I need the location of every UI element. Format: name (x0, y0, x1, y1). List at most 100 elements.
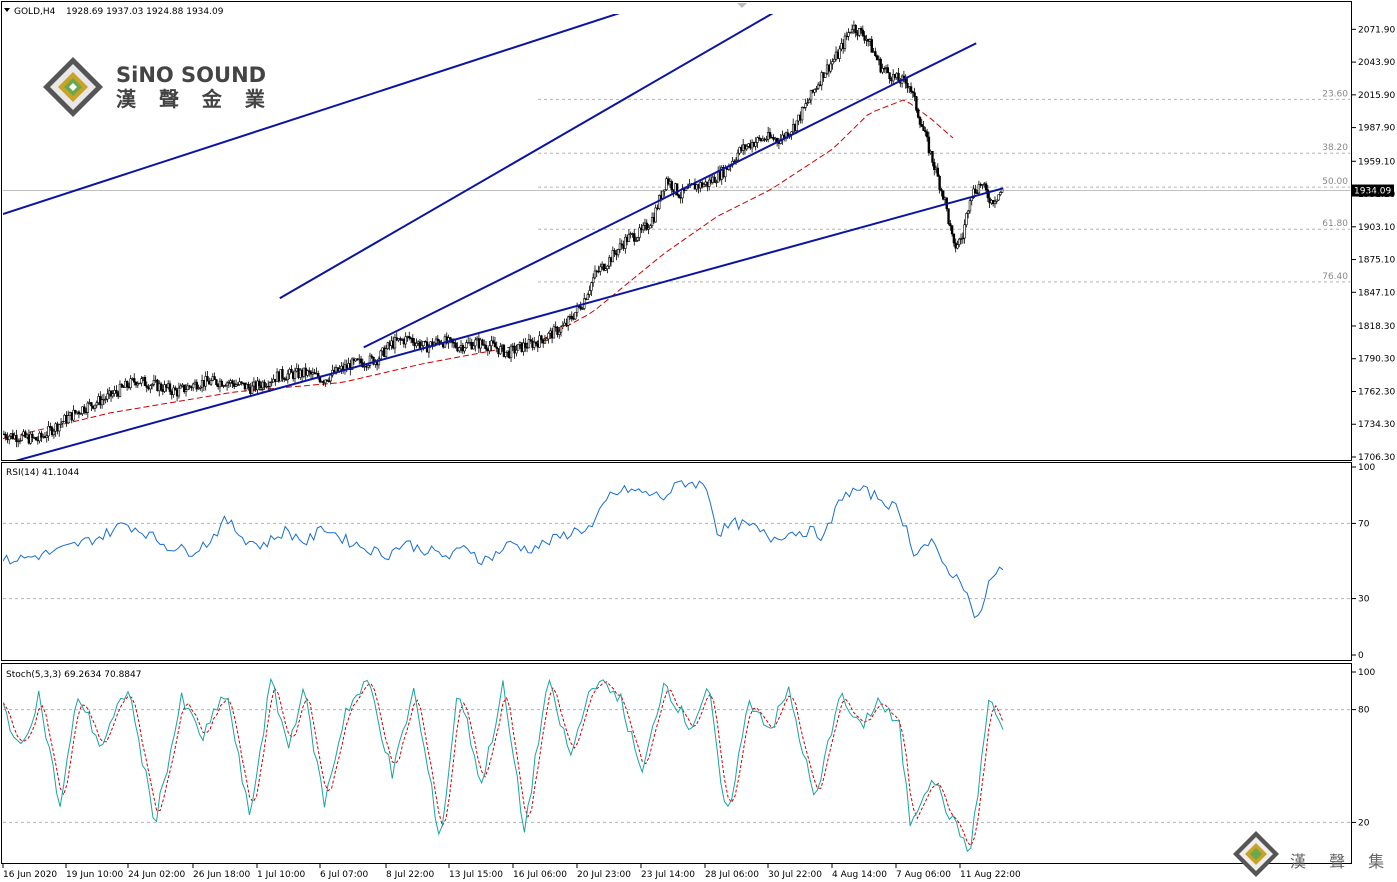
candle-body (133, 378, 136, 383)
candle-body (384, 348, 388, 357)
candle (159, 381, 163, 392)
candle (163, 380, 166, 394)
candle (24, 429, 27, 439)
candle (641, 222, 645, 234)
candle (558, 327, 561, 339)
candle-body (627, 234, 631, 242)
candle (281, 366, 284, 382)
candle (47, 420, 50, 441)
candle (677, 193, 681, 199)
candle-body (940, 189, 943, 192)
watermark-logo: 漢 聲 集 團 (1233, 831, 1397, 877)
candle (888, 72, 891, 84)
candle-body (350, 358, 354, 370)
candle (140, 376, 143, 387)
candle-body (641, 225, 645, 231)
candle (15, 429, 18, 448)
inner-resistance-line (279, 14, 774, 300)
candle (100, 394, 104, 409)
candle (529, 335, 532, 343)
candle (633, 228, 636, 246)
candle (197, 384, 200, 390)
candle-body (34, 437, 38, 441)
time-tick-label: 13 Jul 15:00 (449, 870, 503, 880)
candle-body (558, 331, 561, 335)
candle (574, 312, 577, 320)
candle-body (250, 385, 254, 394)
candle-body (454, 342, 457, 348)
symbol-dropdown-icon[interactable] (4, 8, 10, 12)
candle (52, 428, 56, 439)
candle-body (504, 351, 507, 357)
candle-body (143, 377, 147, 387)
candle (225, 380, 229, 391)
candle-body (850, 29, 854, 33)
candle (579, 301, 582, 311)
candle (509, 343, 513, 362)
candle-body (104, 398, 107, 401)
candle (34, 436, 38, 441)
candle-body (93, 404, 97, 409)
candle (238, 377, 241, 386)
candle (324, 379, 327, 387)
candle (499, 342, 502, 355)
candle (734, 157, 738, 165)
candle-body (795, 120, 798, 131)
price-tick-label: 1875.10 (1358, 256, 1395, 266)
candle (404, 332, 407, 349)
candle-body (995, 199, 998, 202)
candle-body (886, 67, 890, 73)
candle (999, 191, 1002, 197)
candle-body (502, 344, 506, 357)
candle (174, 385, 177, 391)
candle (634, 236, 638, 243)
candle-body (533, 341, 536, 348)
candle (59, 417, 63, 429)
candle (379, 349, 382, 360)
candle (484, 340, 488, 352)
candle-body (909, 86, 913, 92)
candle (436, 335, 440, 344)
candle (736, 149, 740, 162)
candle-body (183, 384, 186, 393)
candle-body (534, 341, 538, 345)
candle-body (472, 345, 475, 350)
candle-body (306, 370, 309, 376)
candle (150, 383, 154, 390)
candle (606, 264, 609, 274)
candle-body (513, 345, 516, 354)
candle-body (870, 39, 873, 53)
candle-body (152, 379, 156, 385)
main-panel-frame (1, 1, 1352, 461)
candle-body (368, 355, 372, 366)
stoch-levels (3, 709, 1350, 823)
candle (220, 379, 223, 387)
candle-body (859, 27, 863, 31)
candle (838, 45, 841, 63)
candle-body (863, 35, 866, 41)
candle-body (970, 197, 973, 201)
candle-body (136, 383, 140, 386)
candle-body (999, 192, 1002, 196)
candle (325, 379, 329, 382)
candle-body (986, 189, 990, 199)
candle-body (52, 430, 56, 436)
candle-body (708, 179, 711, 187)
rsi-levels (3, 522, 1350, 600)
candle-body (100, 399, 104, 406)
candle-body (324, 379, 327, 384)
candle-body (422, 341, 425, 346)
candle-body (488, 345, 491, 352)
candle (618, 238, 622, 253)
candle (118, 380, 122, 398)
stoch-signal-line (3, 681, 1004, 847)
candle (125, 380, 129, 391)
candle (918, 115, 922, 129)
candle (206, 371, 209, 382)
candle (586, 292, 590, 300)
chart-shift-icon[interactable] (737, 3, 747, 8)
candle-body (220, 380, 223, 387)
candle (191, 382, 195, 392)
candle (859, 26, 863, 34)
candle (604, 263, 607, 272)
